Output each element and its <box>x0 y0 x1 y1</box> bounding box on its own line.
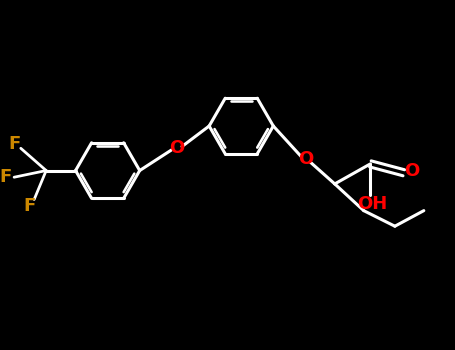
Text: F: F <box>0 168 11 186</box>
Text: O: O <box>169 139 184 157</box>
Text: O: O <box>404 162 420 180</box>
Text: F: F <box>8 135 20 153</box>
Text: F: F <box>24 197 36 215</box>
Text: OH: OH <box>358 195 388 213</box>
Text: O: O <box>298 150 313 168</box>
